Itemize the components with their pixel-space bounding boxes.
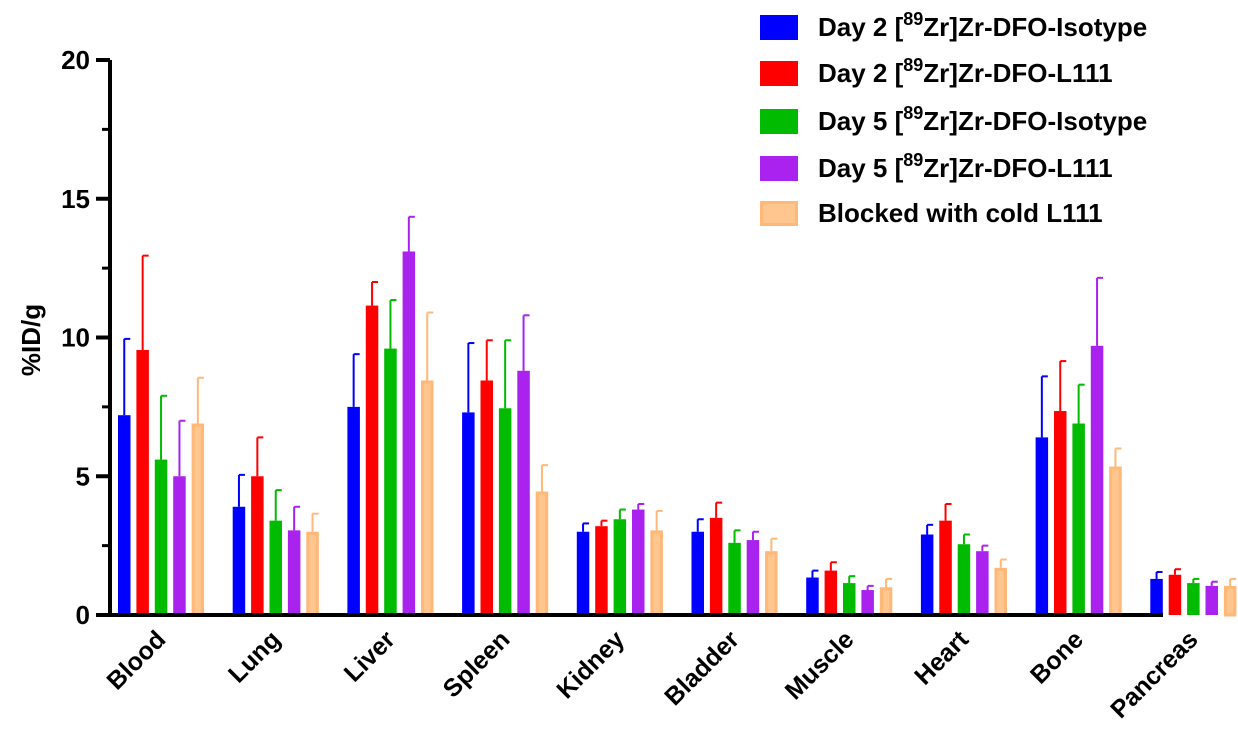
bar-pancreas-series-3 [1187,583,1200,615]
legend-label-text: Day 2 [ [818,58,904,88]
legend-label-superscript: 89 [903,9,923,29]
x-tick-label-bladder: Bladder [659,625,745,711]
bar-kidney-series-4 [632,509,645,615]
legend-label-text: Zr]Zr-DFO-Isotype [923,106,1147,136]
y-tick-label: 0 [76,600,90,630]
bar-lung-series-1 [232,506,246,615]
legend-label-1: Day 2 [89Zr]Zr-DFO-Isotype [818,9,1147,42]
bar-heart-series-4 [976,551,989,615]
bar-spleen-series-1 [462,412,475,615]
bar-blood-series-5 [191,423,205,617]
bar-muscle-series-4 [861,590,874,615]
legend-label-text: Zr]Zr-DFO-L111 [923,58,1112,88]
legend-swatch-5 [760,201,798,226]
y-axis-title: %ID/g [16,304,46,376]
legend-label-3: Day 5 [89Zr]Zr-DFO-Isotype [818,103,1147,136]
x-tick-label-kidney: Kidney [551,625,630,704]
bar-bone-series-5 [1109,466,1122,617]
bar-bladder-series-3 [728,542,741,615]
bar-bone-series-1 [1035,437,1049,615]
legend-label-text: Zr]Zr-DFO-L111 [923,153,1112,183]
bar-lung-series-4 [287,530,301,615]
bar-heart-series-1 [920,534,934,615]
legend-label-text: Day 2 [ [818,12,904,42]
x-tick-label-pancreas: Pancreas [1105,625,1203,723]
bar-muscle-series-5 [879,587,893,617]
bar-heart-series-2 [939,520,952,615]
bar-bladder-series-5 [765,551,778,617]
bar-bone-series-2 [1054,411,1067,615]
x-tick-label-heart: Heart [909,625,974,690]
bar-lung-series-3 [269,520,282,615]
x-tick-label-bone: Bone [1025,625,1089,689]
bar-liver-series-4 [402,251,416,615]
x-tick-label-lung: Lung [223,625,286,688]
bar-liver-series-5 [421,380,434,617]
legend-label-text: Blocked with cold L111 [818,198,1103,228]
x-tick-label-blood: Blood [101,625,171,695]
error-bar-layer [123,215,1237,591]
y-tick-label: 10 [61,323,90,353]
bar-lung-series-2 [251,476,264,615]
bar-lung-series-5 [306,531,319,617]
bar-pancreas-series-4 [1205,585,1218,615]
bar-muscle-series-3 [843,583,856,615]
bar-layer [118,251,1237,617]
y-tick-label: 5 [76,461,90,491]
bar-spleen-series-2 [480,380,493,615]
bar-kidney-series-1 [576,531,590,615]
bar-spleen-series-5 [535,491,549,617]
legend-swatch-3 [760,109,798,134]
bar-blood-series-3 [154,459,168,615]
x-axis-labels: Blood Lung Liver Spleen Kidney Bladder Muscle H… [101,625,1203,724]
legend-label-superscript: 89 [903,103,923,123]
bar-bone-series-4 [1090,345,1104,615]
legend-label-2: Day 2 [89Zr]Zr-DFO-L111 [818,55,1113,88]
legend-label-text: Day 5 [ [818,106,904,136]
legend-label-4: Day 5 [89Zr]Zr-DFO-L111 [818,150,1113,183]
x-tick-label-spleen: Spleen [438,625,516,703]
bar-kidney-series-2 [595,526,608,615]
legend-label-text: Zr]Zr-DFO-Isotype [923,12,1147,42]
legend-label-text: Day 5 [ [818,153,904,183]
bar-blood-series-1 [118,415,131,615]
bar-liver-series-2 [365,305,379,615]
bar-muscle-series-2 [824,570,838,615]
legend-swatch-2 [760,61,798,86]
bar-heart-series-5 [994,567,1007,617]
bar-muscle-series-1 [806,577,819,615]
legend-label-superscript: 89 [903,150,923,170]
legend-swatch-1 [760,15,798,40]
bar-pancreas-series-2 [1168,574,1182,615]
bar-blood-series-4 [173,476,186,615]
legend-label-superscript: 89 [903,55,923,75]
y-axis-ticks: 0 5 10 15 20 [61,45,110,630]
legend-label-5: Blocked with cold L111 [818,198,1103,228]
bar-bladder-series-2 [709,517,723,615]
bar-spleen-series-3 [498,408,512,615]
bar-kidney-series-5 [650,530,663,617]
bar-heart-series-3 [957,544,971,615]
bar-bladder-series-1 [691,531,704,615]
legend-swatch-4 [760,156,798,181]
bar-liver-series-1 [347,406,360,615]
x-tick-label-liver: Liver [339,625,401,687]
bar-bladder-series-4 [746,540,760,615]
bar-kidney-series-3 [613,519,627,615]
y-tick-label: 20 [61,45,90,75]
bar-bone-series-3 [1072,423,1085,615]
bar-spleen-series-4 [517,370,530,615]
bar-pancreas-series-1 [1150,578,1163,615]
bar-blood-series-2 [136,349,149,615]
bar-pancreas-series-5 [1223,585,1237,617]
y-tick-label: 15 [61,184,90,214]
bar-liver-series-3 [384,348,397,615]
x-tick-label-muscle: Muscle [780,625,860,705]
